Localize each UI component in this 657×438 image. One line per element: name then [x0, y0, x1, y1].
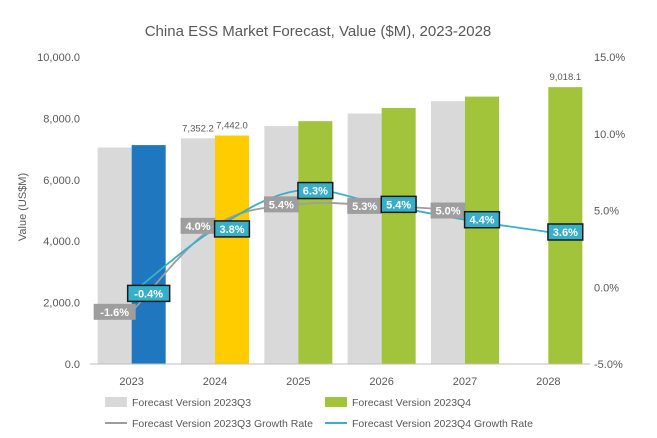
bar — [131, 145, 166, 364]
bar — [465, 96, 499, 364]
x-axis-ticks: 2023 2024 2025 2026 2027 2028 — [119, 376, 560, 388]
y2-axis-ticks: -5.0% 0.0% 5.0% 10.0% 15.0% — [594, 52, 625, 371]
q4-rate-label: 3.8% — [213, 220, 251, 238]
q3-rate-label: -1.6% — [93, 303, 136, 320]
legend-item: Forecast Version 2023Q3 — [105, 397, 251, 409]
bar-value-label: 7,442.0 — [216, 121, 248, 132]
y-tick-label: 10,000.0 — [37, 52, 80, 64]
bar — [431, 101, 465, 364]
legend-label: Forecast Version 2023Q3 Growth Rate — [132, 418, 313, 430]
y-tick-label: 6,000.0 — [43, 175, 80, 187]
bar — [97, 147, 132, 364]
y2-tick-label: 15.0% — [594, 52, 625, 64]
bar — [264, 126, 299, 364]
y-axis-ticks: 0.0 2,000.0 4,000.0 6,000.0 8,000.0 10,000.0 — [37, 52, 80, 371]
growth-labels-group: -1.6% 4.0% 5.4% 5.3% 5.0% -0.4% 3.8% 6.3% 5.4% 4.… — [93, 181, 584, 320]
bar-value-label: 9,018.1 — [549, 72, 581, 83]
q4-rate-label: 5.4% — [380, 195, 417, 214]
rate-label-box — [93, 303, 136, 320]
rate-label-text: 4.4% — [469, 215, 494, 227]
rate-label-text: 6.3% — [303, 186, 328, 198]
rate-label-text: -0.4% — [134, 288, 163, 300]
y-tick-label: 8,000.0 — [43, 113, 80, 125]
y-tick-label: 4,000.0 — [43, 236, 80, 248]
q3-rate-label: 5.4% — [263, 196, 299, 213]
x-tick-label: 2024 — [203, 376, 227, 388]
rate-label-text: 5.4% — [386, 199, 411, 211]
q4-rate-label: 3.6% — [547, 223, 584, 241]
bar — [347, 113, 382, 364]
x-tick-label: 2027 — [453, 376, 477, 388]
legend-swatch — [105, 397, 127, 407]
legend-label: Forecast Version 2023Q4 — [352, 397, 471, 409]
rate-label-box — [297, 181, 334, 200]
q3-rate-label: 5.3% — [347, 197, 383, 214]
rate-label-box — [463, 210, 501, 229]
rate-label-text: 3.6% — [553, 227, 578, 239]
rate-label-box — [263, 196, 299, 213]
y2-tick-label: 0.0% — [594, 282, 619, 294]
y2-tick-label: 10.0% — [594, 129, 625, 141]
rate-label-box — [180, 217, 216, 234]
y-axis-label: Value (US$M) — [17, 173, 29, 241]
rate-label-box — [347, 197, 383, 214]
rate-label-text: 5.0% — [435, 206, 460, 218]
rate-label-text: 5.3% — [352, 201, 377, 213]
x-tick-label: 2026 — [369, 376, 393, 388]
rate-label-box — [430, 202, 466, 219]
rate-label-box — [547, 223, 584, 241]
y2-tick-label: 5.0% — [594, 206, 619, 218]
q4-rate-label: 6.3% — [297, 181, 334, 200]
rate-label-box — [126, 284, 171, 303]
rate-label-text: 5.4% — [269, 199, 294, 211]
q4-rate-label: 4.4% — [463, 210, 501, 229]
x-tick-label: 2028 — [536, 376, 560, 388]
bar-value-label: 7,352.2 — [182, 123, 214, 134]
y2-tick-label: -5.0% — [594, 359, 623, 371]
bar-labels-group: 7,352.2 7,442.0 9,018.1 — [182, 72, 581, 134]
chart-title: China ESS Market Forecast, Value ($M), 2… — [145, 23, 492, 40]
bar — [215, 135, 249, 364]
legend-item: Forecast Version 2023Q3 Growth Rate — [105, 418, 313, 430]
q3-rate-label: 4.0% — [180, 217, 216, 234]
x-tick-label: 2025 — [286, 376, 310, 388]
q3-rate-label: 5.0% — [430, 202, 466, 219]
legend-item: Forecast Version 2023Q4 Growth Rate — [325, 418, 533, 430]
bar — [381, 107, 416, 364]
q4-rate-label: -0.4% — [126, 284, 171, 303]
rate-label-text: 3.8% — [219, 224, 244, 236]
bars-group — [97, 87, 583, 365]
bar — [298, 121, 333, 365]
rate-label-text: 4.0% — [185, 221, 210, 233]
rate-label-box — [380, 195, 417, 214]
rate-label-text: -1.6% — [100, 307, 129, 319]
x-tick-label: 2023 — [119, 376, 143, 388]
y-tick-label: 2,000.0 — [43, 298, 80, 310]
y-tick-label: 0.0 — [65, 359, 80, 371]
legend-item: Forecast Version 2023Q4 — [325, 397, 471, 409]
legend-label: Forecast Version 2023Q4 Growth Rate — [352, 418, 533, 430]
legend-swatch — [325, 397, 347, 407]
legend: Forecast Version 2023Q3 Forecast Version … — [105, 397, 533, 430]
legend-label: Forecast Version 2023Q3 — [132, 397, 251, 409]
rate-label-box — [213, 220, 251, 238]
